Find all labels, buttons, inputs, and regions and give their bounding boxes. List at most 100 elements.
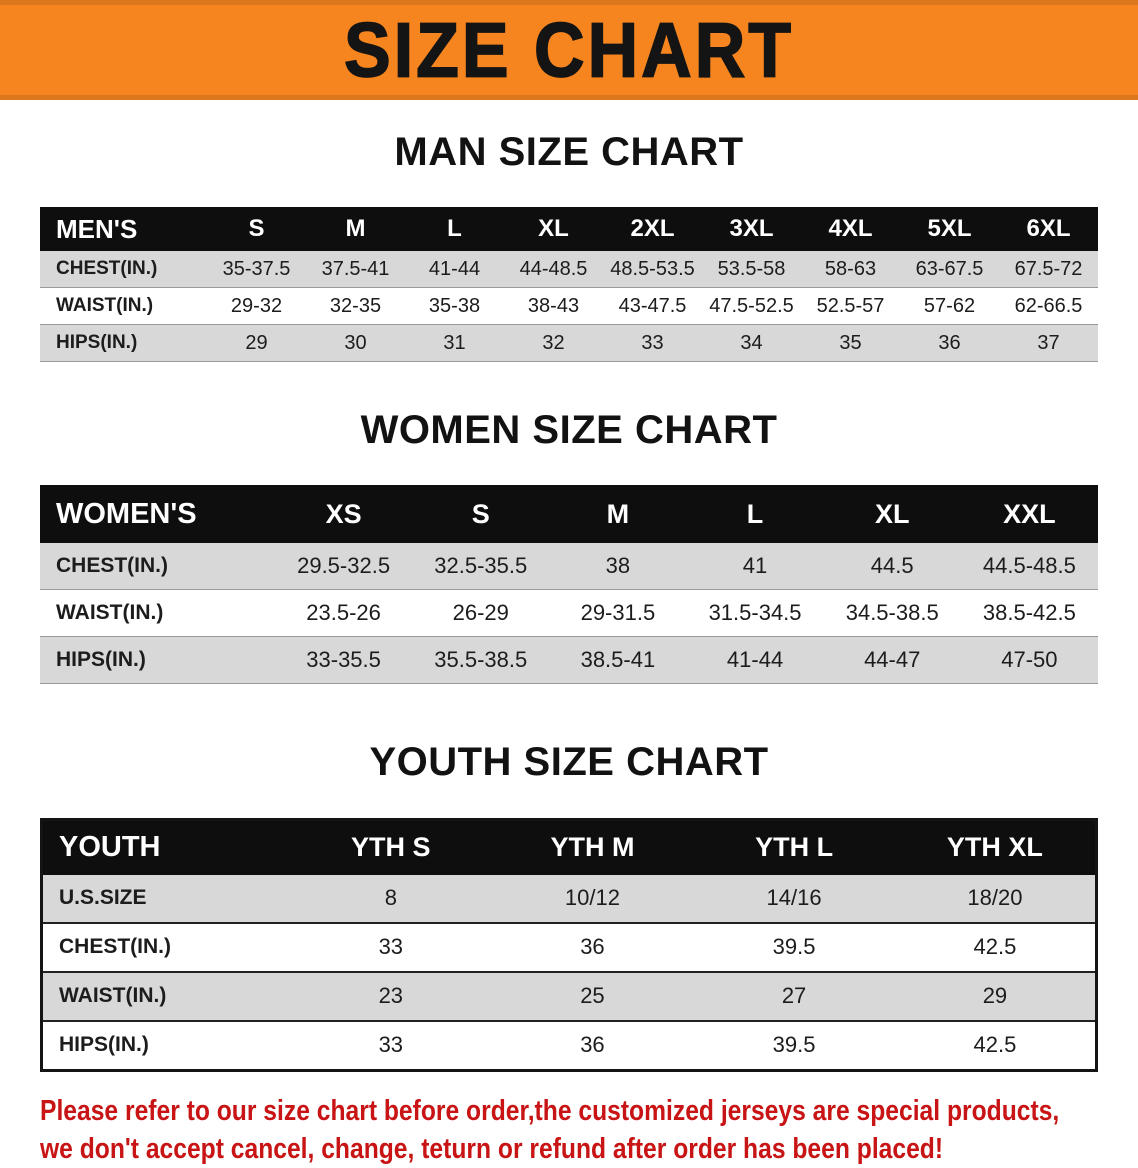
row-label: WAIST(IN.): [59, 984, 167, 1008]
table-cell: 44-48.5: [519, 257, 588, 280]
table-cell: 41-44: [726, 647, 784, 673]
row-label: HIPS(IN.): [56, 648, 146, 672]
size-column-header: XL: [823, 485, 961, 544]
table-cell: 14/16: [766, 885, 822, 911]
table-row: CHEST(IN.) 35-37.5 37.5-41 41-44 44-48.5…: [40, 251, 1098, 288]
size-column-header: XL: [504, 207, 603, 252]
table-cell: 32.5-35.5: [434, 553, 528, 579]
table-row: HIPS(IN.) 29 30 31 32 33 34 35 36 37: [40, 324, 1098, 362]
youth-chart-heading: YOUTH SIZE CHART: [369, 740, 769, 785]
row-label: HIPS(IN.): [59, 1033, 149, 1057]
table-row: U.S.SIZE 8 10/12 14/16 18/20: [41, 874, 1097, 923]
table-cell: 52.5-57: [816, 294, 885, 317]
table-cell: 41: [742, 553, 768, 579]
table-cell: 34.5-38.5: [845, 600, 939, 626]
table-cell: 39.5: [772, 934, 816, 960]
table-cell: 30: [344, 331, 367, 354]
table-cell: 36: [938, 331, 961, 354]
table-cell: 23: [378, 983, 404, 1009]
table-cell: 8: [384, 885, 397, 911]
table-cell: 25: [580, 983, 605, 1009]
table-cell: 33: [378, 1032, 404, 1058]
table-cell: 18/20: [967, 885, 1023, 911]
table-cell: 58-63: [824, 257, 877, 280]
row-label: HIPS(IN.): [56, 332, 138, 354]
table-cell: 31: [443, 331, 466, 354]
table-row: CHEST(IN.) 29.5-32.5 32.5-35.5 38 41 44.…: [40, 543, 1098, 590]
table-cell: 43-47.5: [618, 294, 687, 317]
table-header-row: WOMEN'S XS S M L XL XXL: [40, 485, 1098, 544]
table-cell: 47.5-52.5: [709, 294, 794, 317]
table-cell: 38.5-41: [580, 647, 656, 673]
table-cell: 47-50: [1001, 647, 1058, 673]
table-header-row: YOUTH YTH S YTH M YTH L YTH XL: [41, 819, 1097, 875]
table-cell: 29: [245, 331, 268, 354]
women-size-table: WOMEN'S XS S M L XL XXL CHEST(IN.) 29.5-…: [40, 485, 1098, 684]
size-column-header: YTH L: [693, 819, 895, 875]
table-cell: 33: [641, 331, 664, 354]
table-cell: 62-66.5: [1014, 294, 1083, 317]
table-cell: 36: [580, 1032, 605, 1058]
table-cell: 39.5: [772, 1032, 816, 1058]
table-cell: 29.5-32.5: [297, 553, 391, 579]
table-cell: 38.5-42.5: [982, 600, 1076, 626]
size-column-header: 2XL: [603, 207, 702, 252]
table-cell: 35: [839, 331, 862, 354]
table-cell: 29-32: [230, 294, 283, 317]
table-cell: 37: [1037, 331, 1060, 354]
table-cell: 33: [378, 934, 404, 960]
women-table-corner-label: WOMEN'S: [40, 485, 275, 544]
table-cell: 35.5-38.5: [434, 647, 528, 673]
men-chart-heading: MAN SIZE CHART: [394, 130, 744, 174]
size-column-header: S: [412, 485, 550, 544]
table-cell: 35-38: [428, 294, 481, 317]
table-cell: 10/12: [564, 885, 620, 911]
size-column-header: YTH S: [290, 819, 492, 875]
table-row: HIPS(IN.) 33 36 39.5 42.5: [41, 1020, 1097, 1071]
table-cell: 67.5-72: [1014, 257, 1083, 280]
youth-table-corner-label: YOUTH: [41, 819, 290, 875]
size-column-header: M: [306, 207, 405, 252]
size-column-header: 3XL: [702, 207, 801, 252]
table-cell: 33-35.5: [306, 647, 381, 673]
table-cell: 32-35: [329, 294, 382, 317]
table-cell: 29-31.5: [580, 600, 656, 626]
table-cell: 37.5-41: [321, 257, 390, 280]
table-header-row: MEN'S S M L XL 2XL 3XL 4XL 5XL 6XL: [40, 207, 1098, 252]
table-cell: 44.5: [870, 553, 914, 579]
table-cell: 23.5-26: [306, 600, 381, 626]
table-row: WAIST(IN.) 23 25 27 29: [41, 971, 1097, 1021]
notice-line-1: Please refer to our size chart before or…: [40, 1094, 1060, 1127]
size-column-header: XXL: [960, 485, 1098, 544]
table-row: WAIST(IN.) 29-32 32-35 35-38 38-43 43-47…: [40, 287, 1098, 325]
table-cell: 31.5-34.5: [708, 600, 802, 626]
page-title: SIZE CHART: [343, 6, 794, 93]
table-cell: 53.5-58: [717, 257, 786, 280]
notice-line-2: we don't accept cancel, change, teturn o…: [40, 1132, 944, 1165]
table-cell: 41-44: [428, 257, 481, 280]
size-column-header: S: [207, 207, 306, 252]
table-cell: 35-37.5: [222, 257, 291, 280]
youth-size-table: YOUTH YTH S YTH M YTH L YTH XL U.S.SIZE …: [40, 817, 1098, 1072]
size-column-header: L: [686, 485, 824, 544]
table-cell: 27: [781, 983, 807, 1009]
size-column-header: XS: [275, 485, 413, 544]
row-label: U.S.SIZE: [59, 886, 147, 910]
table-cell: 26-29: [452, 600, 509, 626]
row-label: WAIST(IN.): [56, 601, 164, 625]
table-row: WAIST(IN.) 23.5-26 26-29 29-31.5 31.5-34…: [40, 589, 1098, 637]
row-label: CHEST(IN.): [56, 258, 158, 280]
table-cell: 44.5-48.5: [982, 553, 1076, 579]
table-row: CHEST(IN.) 33 36 39.5 42.5: [41, 922, 1097, 972]
row-label: CHEST(IN.): [56, 554, 168, 578]
size-column-header: M: [549, 485, 687, 544]
table-cell: 48.5-53.5: [610, 257, 695, 280]
table-cell: 42.5: [973, 934, 1017, 960]
row-label: CHEST(IN.): [59, 935, 171, 959]
size-column-header: YTH XL: [894, 819, 1097, 875]
table-cell: 32: [542, 331, 565, 354]
row-label: WAIST(IN.): [56, 295, 154, 317]
table-cell: 57-62: [923, 294, 976, 317]
size-column-header: 5XL: [900, 207, 999, 252]
size-column-header: 4XL: [801, 207, 900, 252]
